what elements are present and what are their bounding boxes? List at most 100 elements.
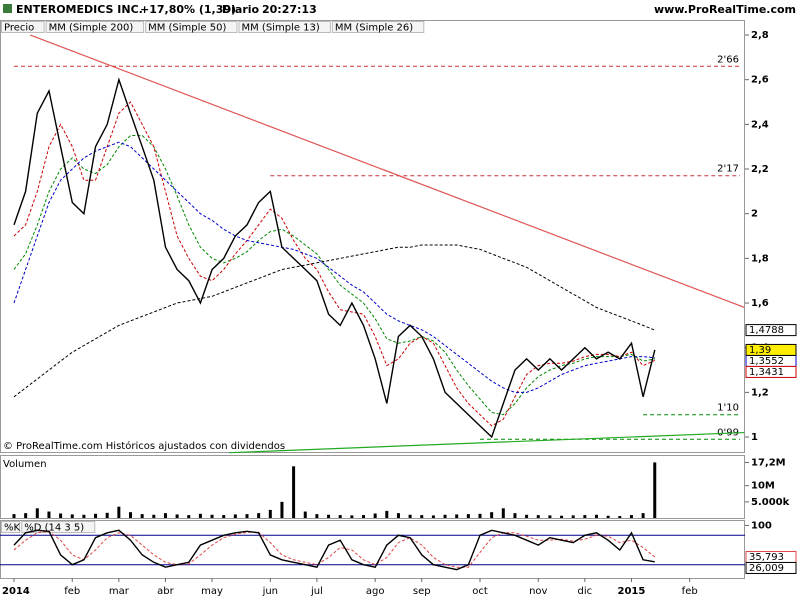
bar	[187, 515, 191, 518]
series-line	[13, 77, 656, 439]
bar	[140, 514, 144, 518]
bar	[12, 514, 16, 518]
legend-box	[145, 21, 238, 33]
price-panel	[0, 20, 745, 453]
header-site: www.ProRealTime.com	[654, 3, 796, 16]
bar	[548, 515, 552, 518]
bar	[59, 513, 63, 518]
bar	[595, 514, 598, 518]
bar	[175, 514, 179, 518]
x-tick-label: dic	[578, 586, 593, 597]
x-tick-label: jul	[310, 586, 323, 597]
bar	[303, 511, 307, 518]
legend-box	[45, 21, 145, 33]
bar	[94, 513, 98, 518]
last-value-label: 1,4788	[749, 325, 784, 336]
bar	[117, 506, 121, 518]
bar	[396, 513, 400, 518]
logo	[3, 4, 12, 13]
volume-title: Volumen	[3, 459, 47, 470]
x-tick-label: ago	[366, 586, 385, 597]
y-tick-label: 17,2M	[751, 457, 786, 468]
bar	[210, 514, 214, 518]
legend-label: Precio	[4, 23, 34, 34]
last-value-label: 35,793	[749, 552, 784, 563]
y-tick-label: 2,6	[751, 75, 769, 86]
y-tick-label: 1,8	[751, 253, 769, 264]
bar	[198, 513, 202, 518]
bar	[70, 514, 74, 518]
x-tick-label: feb	[682, 586, 698, 597]
trendline	[30, 34, 745, 309]
bar	[257, 513, 261, 518]
last-value-box	[745, 324, 797, 337]
legend-label: MM (Simple 13)	[242, 23, 320, 34]
level-label: 2'66	[717, 54, 739, 65]
bar	[525, 514, 529, 518]
bar	[163, 513, 167, 518]
bar	[327, 514, 331, 518]
y-tick-label: 1,2	[751, 387, 769, 398]
y-tick-label: 2	[751, 209, 758, 220]
last-value-box	[745, 343, 797, 356]
legend-label: MM (Simple 200)	[49, 23, 134, 34]
header-period: Diario	[222, 3, 260, 16]
level-label: 1'10	[717, 403, 739, 414]
x-tick-label: may	[201, 586, 223, 597]
legend-box	[21, 521, 96, 533]
bar	[478, 513, 482, 518]
bar	[35, 508, 39, 518]
bar	[233, 514, 237, 518]
bar	[362, 515, 365, 518]
bar	[350, 515, 354, 518]
last-value-label: 26,009	[749, 563, 784, 574]
x-tick-label: sep	[413, 586, 431, 597]
header-time: 20:27:13	[262, 3, 317, 16]
y-tick-label: 1,6	[751, 298, 769, 309]
bar	[385, 510, 389, 518]
series-line	[13, 101, 656, 427]
series-line	[13, 244, 655, 398]
y-tick-label: 2,2	[751, 164, 769, 175]
legend-label: %K	[4, 523, 21, 534]
bar	[560, 515, 564, 518]
bar	[338, 515, 342, 518]
series-line	[13, 141, 655, 393]
bar	[513, 513, 517, 518]
series-line	[13, 530, 656, 568]
bar	[653, 462, 657, 518]
header-title: ENTEROMEDICS INC.	[16, 3, 143, 16]
series-line	[13, 529, 655, 571]
bar	[129, 512, 132, 518]
series-line	[13, 135, 655, 416]
x-tick-label: jun	[262, 586, 278, 597]
bar	[536, 515, 540, 518]
last-value-label: 1,3552	[749, 356, 784, 367]
x-tick-label: nov	[529, 586, 547, 597]
x-tick-label: abr	[157, 586, 174, 597]
bar	[501, 508, 505, 518]
y-tick-label: 10M	[751, 481, 775, 492]
bar	[490, 512, 494, 518]
x-tick-label: feb	[64, 586, 80, 597]
bar	[408, 514, 412, 518]
legend-label: MM (Simple 50)	[148, 23, 226, 34]
y-tick-label: 2,4	[751, 119, 769, 130]
bar	[455, 514, 459, 518]
volume-panel	[0, 455, 745, 519]
y-tick-label: 5.000k	[751, 497, 790, 508]
bar	[606, 515, 610, 518]
footer: © ProRealTime.com Históricos ajustados c…	[3, 440, 285, 452]
bar	[420, 515, 424, 518]
last-value-label: 1,3431	[749, 367, 784, 378]
bar	[268, 509, 272, 518]
bar	[431, 515, 435, 518]
x-tick-label: oct	[472, 586, 488, 597]
header-change: +17,80% (1,39)	[140, 3, 236, 16]
last-value-label: 1,39	[749, 345, 771, 356]
bar	[618, 516, 622, 518]
bar	[641, 513, 645, 518]
legend-box	[1, 521, 21, 533]
legend-label: %D (14 3 5)	[24, 523, 84, 534]
